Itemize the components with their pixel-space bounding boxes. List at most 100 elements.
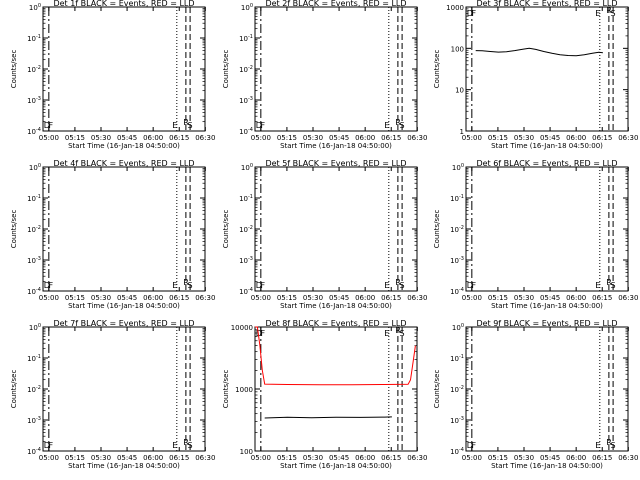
x-tick-label: 05:00 (251, 134, 271, 142)
y-tick-label: 100 (29, 3, 41, 12)
panel-det-6: Det 6f BLACK = Events, RED = LLD 05:00 05:… (433, 159, 638, 310)
marker-label: D (44, 121, 50, 130)
y-tick-label: 100 (452, 323, 464, 332)
marker-label: D (467, 9, 473, 18)
marker-label: S (187, 121, 192, 130)
x-tick-label: 06:00 (355, 134, 375, 142)
x-axis-label: Start Time (16-Jan-18 04:50:00) (280, 142, 392, 150)
y-tick-label: 10-4 (239, 127, 253, 136)
y-tick-label: 10-3 (450, 416, 464, 425)
series-line-events (475, 47, 603, 57)
marker-label: S (610, 281, 615, 290)
x-tick-label: 06:15 (592, 134, 612, 142)
x-tick-label: 05:30 (303, 294, 323, 302)
x-tick-label: 05:15 (277, 454, 297, 462)
x-tick-label: 06:15 (169, 294, 189, 302)
marker-label: R (183, 118, 189, 127)
plot-frame (254, 326, 418, 452)
panel-title: Det 3f BLACK = Events, RED = LLD (476, 0, 617, 8)
marker-label: S (187, 281, 192, 290)
marker-label: R (395, 278, 401, 287)
marker-label: S (399, 329, 404, 338)
series-line-events (264, 416, 392, 419)
x-tick-label: 05:30 (514, 454, 534, 462)
x-tick-label: 05:00 (462, 134, 482, 142)
marker-label: D (467, 281, 473, 290)
x-tick-label: 06:30 (195, 294, 215, 302)
x-tick-label: 06:00 (355, 294, 375, 302)
x-tick-label: 06:30 (407, 134, 427, 142)
x-tick-label: 05:00 (462, 454, 482, 462)
panel-title: Det 5f BLACK = Events, RED = LLD (265, 159, 406, 168)
series-line-lld (255, 326, 416, 386)
marker-label: E (595, 281, 600, 290)
marker-label: E (172, 121, 177, 130)
panel-det-3: Det 3f BLACK = Events, RED = LLD 05:00 05:… (433, 0, 638, 150)
x-tick-label: 06:00 (355, 454, 375, 462)
panel-det-1: Det 1f BLACK = Events, RED = LLD 05:00 05:… (10, 0, 215, 150)
y-tick-label: 10-4 (450, 447, 464, 456)
y-tick-label: 10-1 (27, 34, 41, 43)
plot-frame (465, 6, 629, 132)
x-tick-label: 05:30 (514, 134, 534, 142)
marker-label: S (187, 441, 192, 450)
plot-frame (465, 166, 629, 292)
y-tick-label: 10-3 (239, 96, 253, 105)
marker-label: D (44, 281, 50, 290)
y-tick-label: 10-3 (239, 256, 253, 265)
y-tick-label: 1000 (235, 386, 253, 394)
panel-det-2: Det 2f BLACK = Events, RED = LLD 05:00 05:… (222, 0, 427, 150)
marker-label: R (395, 326, 401, 335)
x-tick-label: 06:15 (169, 454, 189, 462)
x-tick-label: 06:30 (195, 134, 215, 142)
x-tick-label: 05:45 (329, 294, 349, 302)
y-axis-label: Counts/sec (222, 50, 230, 89)
y-tick-label: 100 (29, 323, 41, 332)
marker-label: R (606, 6, 612, 15)
marker-label: E (595, 441, 600, 450)
marker-label: F (261, 281, 266, 290)
y-tick-label: 10-1 (450, 194, 464, 203)
y-tick-label: 10-4 (27, 447, 41, 456)
x-tick-label: 05:15 (65, 134, 85, 142)
y-tick-label: 10-3 (27, 416, 41, 425)
x-tick-label: 06:00 (143, 294, 163, 302)
x-tick-label: 05:30 (514, 294, 534, 302)
marker-label: F (261, 121, 266, 130)
y-tick-label: 10-4 (450, 287, 464, 296)
x-tick-label: 06:00 (143, 134, 163, 142)
y-tick-label: 10-1 (450, 354, 464, 363)
y-tick-label: 10-3 (27, 256, 41, 265)
y-tick-label: 10-3 (450, 256, 464, 265)
plot-frame (254, 166, 418, 292)
panel-title: Det 4f BLACK = Events, RED = LLD (53, 159, 194, 168)
y-axis-label: Counts/sec (433, 210, 441, 249)
x-tick-label: 06:15 (169, 134, 189, 142)
x-tick-label: 05:45 (540, 454, 560, 462)
marker-label: F (49, 441, 54, 450)
y-tick-label: 10 (455, 87, 464, 95)
marker-label: E (384, 121, 389, 130)
marker-label: E (384, 281, 389, 290)
x-tick-label: 05:30 (303, 134, 323, 142)
panel-title: Det 2f BLACK = Events, RED = LLD (265, 0, 406, 8)
marker-label: D (467, 441, 473, 450)
y-tick-label: 10-1 (239, 194, 253, 203)
x-tick-label: 05:15 (488, 294, 508, 302)
x-tick-label: 05:00 (251, 454, 271, 462)
plot-frame (254, 6, 418, 132)
y-axis-label: Counts/sec (222, 370, 230, 409)
y-tick-label: 100 (451, 45, 464, 53)
x-tick-label: 05:45 (540, 134, 560, 142)
panel-det-4: Det 4f BLACK = Events, RED = LLD 05:00 05:… (10, 159, 215, 310)
y-tick-label: 1000 (446, 4, 464, 12)
marker-label: D (44, 441, 50, 450)
marker-label: S (610, 9, 615, 18)
x-tick-label: 05:00 (251, 294, 271, 302)
marker-label: R (395, 118, 401, 127)
x-tick-label: 06:15 (592, 454, 612, 462)
x-tick-label: 06:30 (407, 294, 427, 302)
marker-label: F (49, 281, 54, 290)
x-axis-label: Start Time (16-Jan-18 04:50:00) (280, 302, 392, 310)
